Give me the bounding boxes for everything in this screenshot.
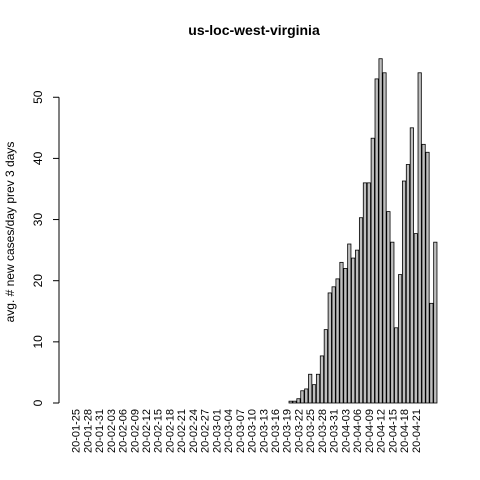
bar [386, 211, 391, 404]
bar [358, 217, 364, 404]
bar [292, 400, 297, 404]
y-tick-label: 10 [31, 335, 45, 349]
bar [417, 72, 422, 404]
x-tick-label: 20-03-31 [329, 409, 341, 453]
bar [405, 164, 410, 404]
bar [347, 243, 352, 404]
x-tick-label: 20-03-28 [317, 409, 329, 453]
bar [304, 388, 309, 404]
bar [398, 274, 403, 404]
x-tick-label: 20-04-21 [411, 409, 423, 453]
x-tick-label: 20-01-25 [71, 409, 83, 453]
bar [394, 327, 399, 404]
bar [370, 137, 375, 404]
y-axis: 0 10 20 30 40 50 [31, 90, 60, 406]
x-tick-label: 20-02-24 [188, 409, 200, 453]
x-tick-label: 20-02-21 [176, 409, 188, 453]
bar [429, 302, 434, 404]
y-tick-label: 40 [31, 151, 45, 165]
x-tick-label: 20-02-15 [153, 409, 165, 453]
bar [382, 72, 387, 404]
x-tick-label: 20-04-09 [364, 409, 376, 453]
x-axis-tick-labels: 20-01-25 20-01-28 20-01-31 20-02-03 20-02-06… [71, 409, 423, 453]
x-tick-label: 20-03-16 [270, 409, 282, 453]
bar [425, 151, 430, 404]
bar [413, 233, 418, 404]
x-tick-label: 20-03-25 [305, 409, 317, 453]
bar-series [288, 58, 438, 404]
x-tick-label: 20-03-10 [247, 409, 259, 453]
x-tick-label: 20-04-06 [352, 409, 364, 453]
bar [401, 180, 407, 404]
x-tick-label: 20-02-06 [118, 409, 130, 453]
bar [355, 249, 360, 404]
bar [421, 143, 426, 404]
bar [433, 241, 438, 404]
x-tick-label: 20-03-04 [223, 409, 235, 453]
bar [327, 292, 332, 404]
bar [308, 373, 313, 404]
bar [323, 329, 328, 404]
x-tick-label: 20-02-03 [106, 409, 118, 453]
x-tick-label: 20-03-13 [258, 409, 270, 453]
bar [300, 390, 305, 404]
x-tick-label: 20-02-27 [200, 409, 212, 453]
bar [343, 268, 348, 404]
y-axis-label: avg. # new cases/day prev 3 days [3, 142, 17, 323]
y-tick-label: 50 [31, 90, 45, 104]
x-tick-label: 20-04-03 [340, 409, 352, 453]
bar [288, 400, 293, 404]
x-tick-label: 20-04-12 [376, 409, 388, 453]
bar [362, 182, 367, 404]
bar [331, 286, 336, 404]
bar [339, 261, 344, 404]
x-tick-label: 20-04-15 [387, 409, 399, 453]
x-tick-label: 20-03-22 [293, 409, 305, 453]
x-tick-label: 20-03-19 [282, 409, 294, 453]
bar [312, 384, 317, 404]
x-tick-label: 20-01-31 [94, 409, 106, 453]
y-tick-label: 20 [31, 274, 45, 288]
x-tick-label: 20-01-28 [82, 409, 94, 453]
y-tick-label: 30 [31, 213, 45, 227]
x-tick-label: 20-02-09 [129, 409, 141, 453]
x-tick-label: 20-02-12 [141, 409, 153, 453]
y-tick-label: 0 [31, 399, 45, 406]
x-tick-label: 20-03-01 [211, 409, 223, 453]
bar [351, 257, 356, 404]
bar [315, 373, 321, 404]
bar [390, 241, 395, 404]
bar [366, 182, 371, 404]
bar [335, 278, 340, 404]
chart-title: us-loc-west-virginia [188, 22, 320, 38]
bar [378, 58, 383, 404]
x-tick-label: 20-02-18 [164, 409, 176, 453]
bar [409, 127, 414, 404]
bar [319, 355, 324, 404]
x-tick-label: 20-03-07 [235, 409, 247, 453]
bar [374, 78, 379, 404]
bar [296, 398, 301, 404]
x-tick-label: 20-04-18 [399, 409, 411, 453]
